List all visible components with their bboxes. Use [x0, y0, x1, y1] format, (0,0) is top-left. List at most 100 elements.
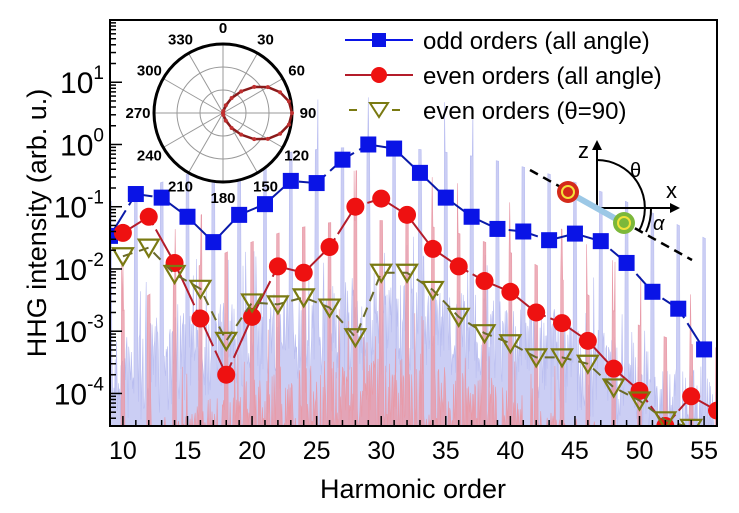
data-point-square — [153, 189, 170, 206]
polar-spoke — [222, 112, 284, 148]
background-spectra — [110, 97, 717, 426]
legend-marker-triangle — [368, 102, 390, 119]
data-point-square — [566, 225, 583, 242]
polar-inset: 0 30 60 90 120 150 180 210 240 270 300 330 — [125, 20, 316, 207]
data-point-square — [127, 186, 144, 203]
polar-angle-label: 90 — [300, 105, 317, 122]
data-point-circle — [165, 253, 184, 272]
alpha-label: α — [653, 213, 665, 235]
y-tick-label: 10-3 — [54, 312, 104, 349]
legend-item-odd: odd orders (all angle) — [345, 28, 650, 55]
polar-spoke — [162, 112, 224, 148]
polar-point — [223, 103, 228, 108]
polar-angle-label: 300 — [137, 63, 162, 80]
data-point-triangle — [110, 247, 135, 268]
data-point-triangle — [446, 307, 471, 329]
molecule-diagram: z x θ α — [529, 138, 693, 262]
legend: odd orders (all angle) even orders (all … — [345, 28, 662, 125]
data-point-circle — [217, 365, 236, 384]
data-point-circle — [268, 257, 287, 276]
data-point-triangle — [627, 391, 652, 412]
data-point-square — [644, 283, 661, 300]
data-point-circle — [243, 307, 262, 326]
carbon-atom — [613, 212, 635, 234]
data-point-triangle — [188, 279, 213, 300]
data-point-triangle — [369, 263, 394, 284]
data-point-square — [360, 136, 377, 153]
polar-point — [223, 118, 228, 123]
data-point-triangle — [575, 354, 600, 375]
data-point-square — [256, 196, 273, 213]
data-point-square — [696, 341, 713, 358]
data-point-triangle — [550, 348, 574, 369]
polar-point — [278, 131, 283, 136]
polar-point — [286, 122, 291, 127]
data-point-square — [110, 227, 118, 244]
data-point-circle — [346, 197, 365, 216]
y-tick-label: 10-4 — [54, 374, 105, 411]
legend-label: even orders (θ=90) — [423, 98, 626, 125]
polar-angle-label: 150 — [253, 179, 278, 196]
data-point-circle — [113, 223, 132, 242]
legend-item-even-90: even orders (θ=90) — [349, 98, 626, 125]
data-point-square — [515, 223, 532, 240]
data-point-circle — [398, 205, 417, 224]
polar-spoke — [188, 52, 224, 114]
y-tick-label: 10-1 — [54, 188, 104, 225]
data-point-triangle — [498, 334, 523, 355]
polar-angle-label: 240 — [137, 148, 162, 165]
legend-item-even: even orders (all angle) — [345, 63, 662, 90]
polar-point — [286, 99, 291, 104]
legend-label: even orders (all angle) — [423, 63, 662, 90]
polar-point — [265, 85, 270, 90]
data-point-circle — [294, 263, 313, 282]
polar-point — [229, 125, 234, 130]
data-point-triangle — [653, 411, 678, 426]
data-point-circle — [191, 309, 210, 328]
data-point-square — [334, 151, 351, 168]
polar-point — [229, 96, 234, 101]
data-point-triangle — [524, 348, 549, 369]
polar-point — [239, 132, 244, 137]
x-tick-label: 40 — [496, 437, 524, 465]
polar-point — [290, 111, 294, 115]
data-point-square — [463, 208, 480, 225]
legend-marker-square — [372, 33, 386, 47]
theta-label: θ — [630, 160, 641, 182]
plot-frame — [109, 19, 718, 427]
alpha-arc — [645, 207, 653, 233]
polar-angle-label: 30 — [257, 31, 274, 48]
polar-angle-label: 180 — [210, 190, 235, 207]
data-point-square — [205, 234, 222, 251]
polar-angle-label: 210 — [168, 179, 193, 196]
data-point-triangle — [162, 264, 187, 286]
data-point-circle — [682, 387, 701, 406]
oxygen-atom — [557, 181, 579, 203]
data-point-circle — [372, 189, 391, 208]
data-point-square — [386, 140, 403, 157]
data-point-triangle — [679, 418, 704, 426]
data-point-circle — [475, 272, 494, 291]
data-point-triangle — [240, 293, 264, 314]
z-axis-label: z — [578, 138, 589, 163]
legend-label: odd orders (all angle) — [423, 28, 650, 55]
data-point-square — [179, 208, 196, 225]
x-axis-label: Harmonic order — [320, 474, 506, 504]
x-tick-label: 55 — [690, 437, 718, 465]
data-point-circle — [604, 359, 623, 378]
x-tick-label: 20 — [238, 437, 266, 465]
polar-angle-label: 330 — [168, 31, 193, 48]
data-point-circle — [501, 282, 520, 301]
y-tick-label: 100 — [60, 125, 104, 162]
data-point-square — [592, 233, 609, 250]
data-point-circle — [423, 239, 442, 258]
polar-angle-label: 120 — [284, 148, 309, 165]
data-point-circle — [320, 238, 339, 257]
polar-point — [221, 111, 225, 115]
polar-point — [252, 84, 257, 89]
polar-point — [239, 89, 244, 94]
data-point-circle — [630, 381, 649, 400]
data-point-circle — [553, 314, 572, 333]
data-point-square — [618, 254, 635, 271]
